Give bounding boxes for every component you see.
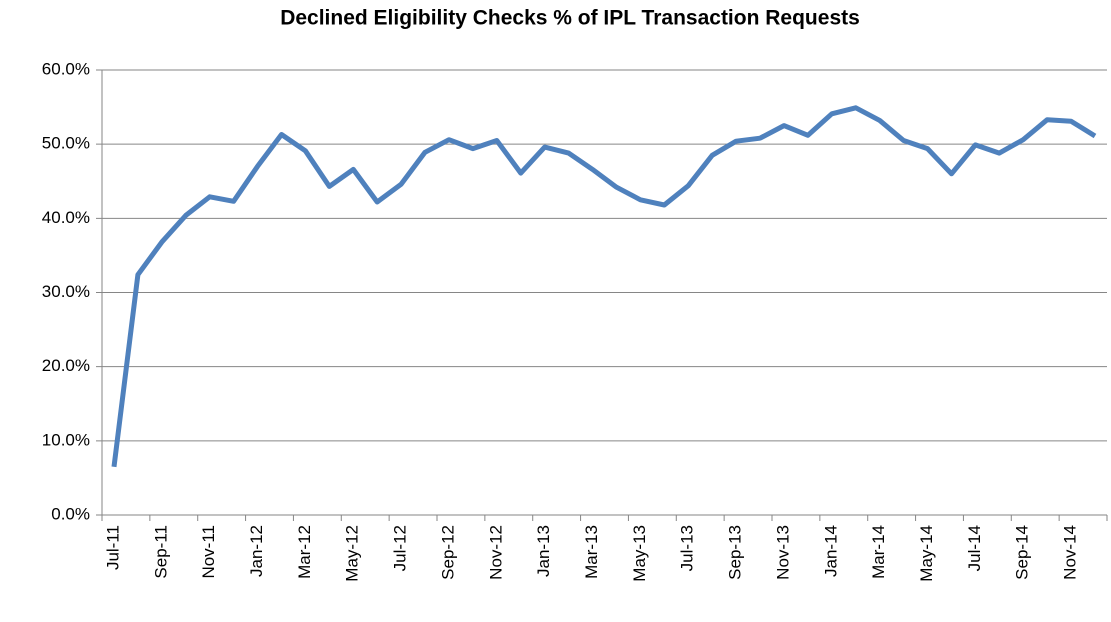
chart-title: Declined Eligibility Checks % of IPL Tra…	[280, 7, 860, 30]
x-tick-label: Jul-13	[678, 525, 697, 571]
x-tick-label: Mar-12	[295, 525, 314, 579]
y-tick-label: 40.0%	[42, 208, 90, 227]
y-tick-label: 0.0%	[51, 504, 90, 523]
x-tick-label: Jul-12	[391, 525, 410, 571]
data-line	[111, 105, 1097, 468]
x-tick-label: Jan-13	[534, 525, 553, 577]
x-tick-label: Mar-13	[582, 525, 601, 579]
x-tick-label: Nov-11	[199, 525, 218, 579]
y-tick-label: 10.0%	[42, 430, 90, 449]
x-tick-label: Nov-12	[486, 525, 505, 580]
x-tick-label: Jan-12	[247, 525, 266, 577]
y-tick-label: 60.0%	[42, 59, 90, 78]
x-tick-label: Nov-14	[1061, 525, 1080, 580]
x-tick-label: Sep-12	[438, 525, 457, 580]
x-tick-label: Sep-14	[1013, 525, 1032, 580]
x-tick-label: Jan-14	[821, 525, 840, 577]
x-tick-label: May-12	[343, 525, 362, 582]
x-tick-label: May-13	[630, 525, 649, 582]
x-tick-label: Mar-14	[869, 525, 888, 579]
y-tick-label: 50.0%	[42, 134, 90, 153]
y-tick-label: 30.0%	[42, 282, 90, 301]
x-tick-label: May-14	[917, 525, 936, 582]
x-tick-label: Jul-14	[965, 525, 984, 571]
x-tick-label: Nov-13	[773, 525, 792, 580]
x-tick-label: Sep-13	[726, 525, 745, 580]
x-tick-label: Sep-11	[151, 525, 170, 579]
x-tick-label: Jul-11	[103, 525, 122, 570]
y-tick-label: 20.0%	[42, 356, 90, 375]
